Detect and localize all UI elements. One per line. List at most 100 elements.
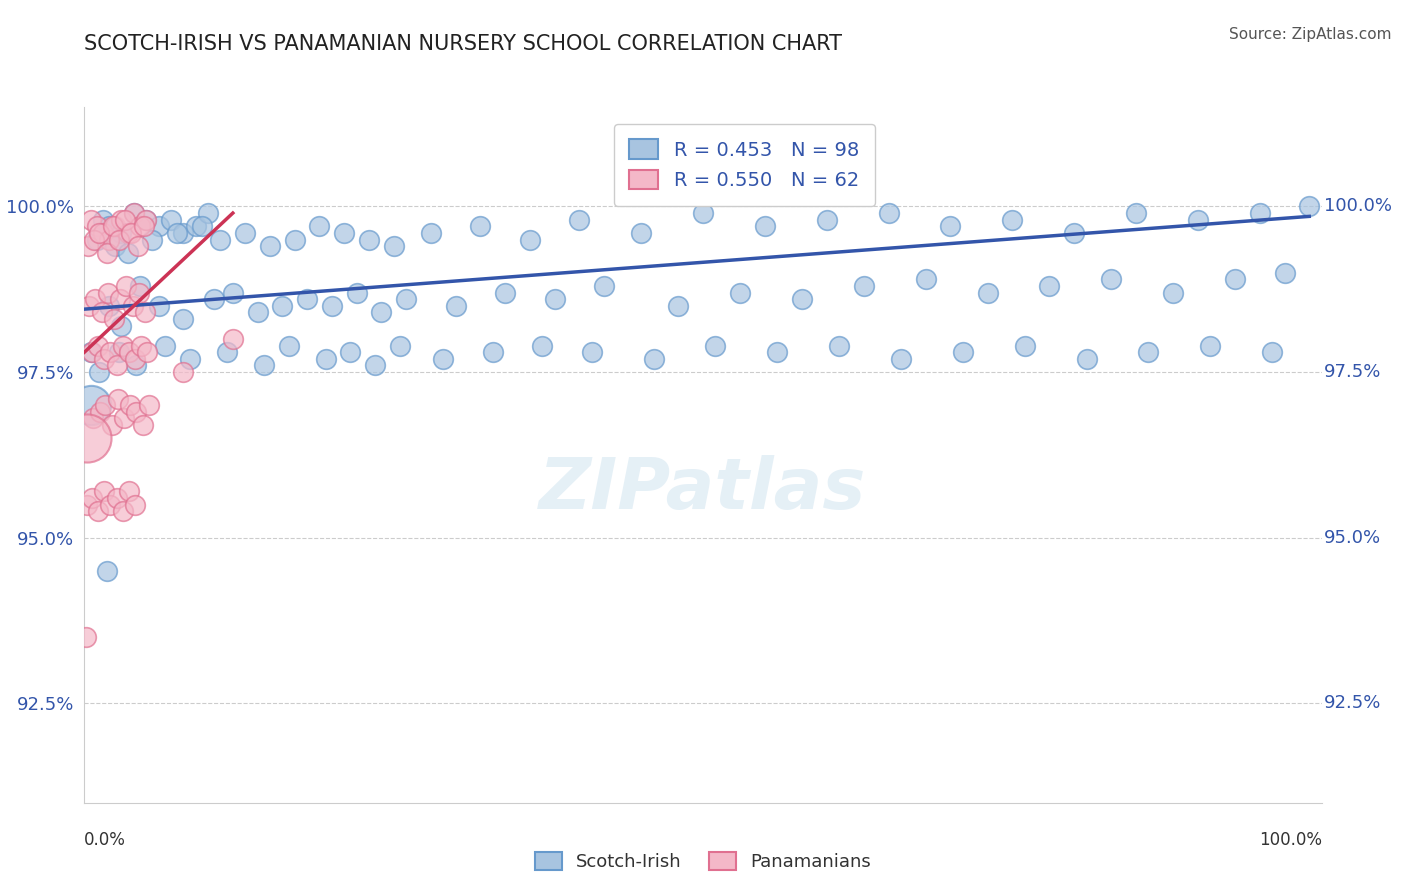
Point xyxy=(93,484,115,499)
Point xyxy=(76,498,98,512)
Point xyxy=(136,345,159,359)
Point xyxy=(233,226,256,240)
Point xyxy=(93,351,115,366)
Point xyxy=(122,206,145,220)
Point xyxy=(79,299,101,313)
Point xyxy=(127,239,149,253)
Point xyxy=(104,239,127,253)
Point xyxy=(166,226,188,240)
Point xyxy=(83,233,105,247)
Point xyxy=(111,338,134,352)
Point xyxy=(98,219,121,234)
Point xyxy=(172,312,194,326)
Text: 92.5%: 92.5% xyxy=(1324,694,1382,713)
Point xyxy=(388,338,411,352)
Point xyxy=(120,226,142,240)
Point xyxy=(131,418,153,433)
Point xyxy=(222,285,245,300)
Point xyxy=(172,226,194,240)
Point xyxy=(346,285,368,300)
Point xyxy=(103,312,125,326)
Point xyxy=(593,279,616,293)
Point xyxy=(105,491,128,505)
Point xyxy=(135,212,157,227)
Point xyxy=(333,226,356,240)
Point xyxy=(148,299,170,313)
Point xyxy=(704,338,727,352)
Point xyxy=(364,359,387,373)
Point xyxy=(1274,266,1296,280)
Point xyxy=(117,226,139,240)
Text: Source: ZipAtlas.com: Source: ZipAtlas.com xyxy=(1229,27,1392,42)
Text: SCOTCH-IRISH VS PANAMANIAN NURSERY SCHOOL CORRELATION CHART: SCOTCH-IRISH VS PANAMANIAN NURSERY SCHOO… xyxy=(84,34,842,54)
Point xyxy=(259,239,281,253)
Point xyxy=(295,292,318,306)
Point xyxy=(160,212,183,227)
Point xyxy=(108,233,131,247)
Point xyxy=(914,272,936,286)
Point xyxy=(111,504,134,518)
Point xyxy=(90,305,112,319)
Point xyxy=(1187,212,1209,227)
Point xyxy=(790,292,813,306)
Point xyxy=(315,351,337,366)
Point xyxy=(120,398,142,412)
Point xyxy=(444,299,467,313)
Point xyxy=(1137,345,1160,359)
Point xyxy=(89,365,111,379)
Point xyxy=(80,345,103,359)
Point xyxy=(630,226,652,240)
Point xyxy=(321,299,343,313)
Point xyxy=(110,292,132,306)
Point xyxy=(197,206,219,220)
Point xyxy=(125,359,148,373)
Point xyxy=(519,233,541,247)
Point xyxy=(79,398,101,412)
Point xyxy=(114,212,136,227)
Point xyxy=(141,233,163,247)
Point xyxy=(153,338,176,352)
Point xyxy=(1298,199,1320,213)
Point xyxy=(121,299,143,313)
Point xyxy=(754,219,776,234)
Point xyxy=(98,498,121,512)
Point xyxy=(1076,351,1098,366)
Point xyxy=(84,292,107,306)
Point xyxy=(77,239,100,253)
Point xyxy=(76,431,98,445)
Point xyxy=(382,239,405,253)
Point xyxy=(129,279,152,293)
Point xyxy=(112,411,135,425)
Point xyxy=(91,226,114,240)
Point xyxy=(481,345,503,359)
Point xyxy=(1001,212,1024,227)
Point xyxy=(852,279,875,293)
Text: 0.0%: 0.0% xyxy=(84,830,127,848)
Point xyxy=(86,219,108,234)
Point xyxy=(1099,272,1122,286)
Point xyxy=(246,305,269,319)
Point xyxy=(179,351,201,366)
Point xyxy=(132,219,155,234)
Point xyxy=(87,504,110,518)
Point xyxy=(432,351,454,366)
Point xyxy=(1125,206,1147,220)
Point xyxy=(357,233,380,247)
Point xyxy=(104,219,127,234)
Point xyxy=(80,491,103,505)
Point xyxy=(815,212,838,227)
Point xyxy=(86,233,108,247)
Point xyxy=(82,411,104,425)
Point xyxy=(89,405,111,419)
Point xyxy=(79,345,101,359)
Point xyxy=(75,630,97,644)
Point xyxy=(952,345,974,359)
Point xyxy=(494,285,516,300)
Point xyxy=(939,219,962,234)
Point xyxy=(105,359,128,373)
Point xyxy=(94,398,117,412)
Point xyxy=(1223,272,1246,286)
Point xyxy=(98,233,121,247)
Point xyxy=(191,219,214,234)
Point xyxy=(96,564,118,578)
